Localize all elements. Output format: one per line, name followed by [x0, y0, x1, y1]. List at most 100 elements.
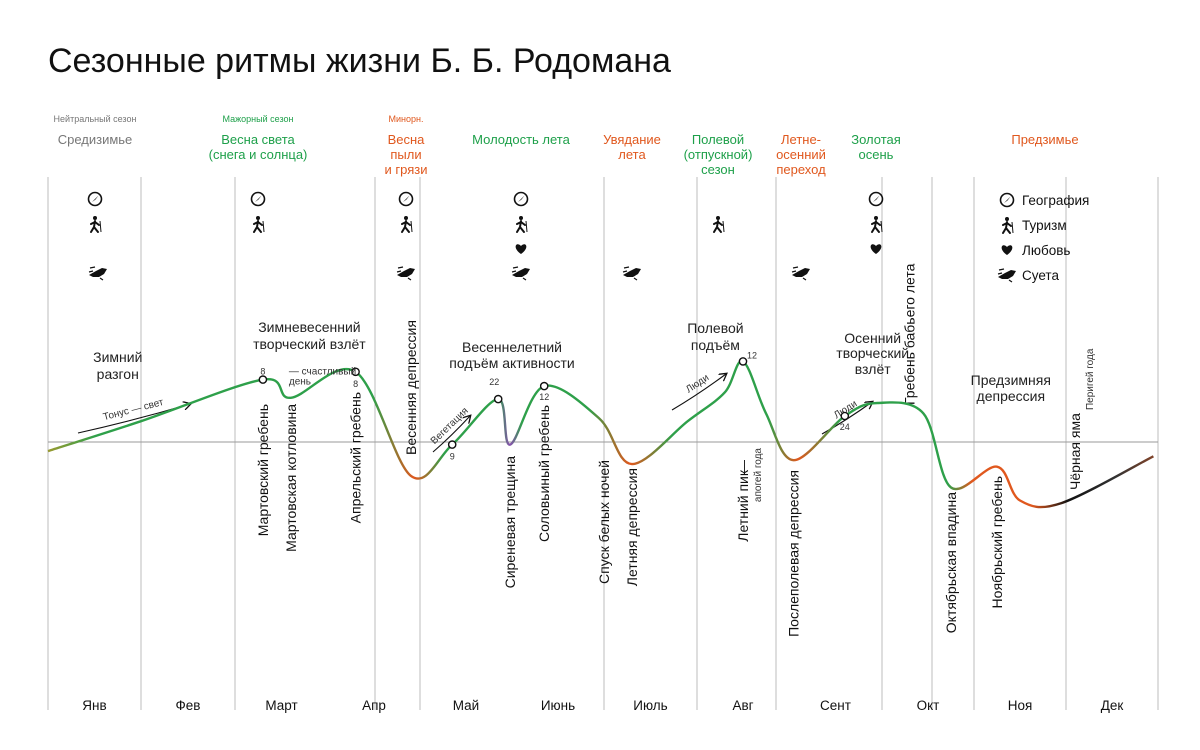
grid [47, 177, 1159, 710]
month-label: Июнь [541, 698, 575, 713]
vertical-label: Послеполевая депрессия [786, 470, 802, 637]
legend-label: География [1022, 193, 1089, 208]
phase-label: творческий [836, 345, 909, 361]
fuss-icon [791, 266, 810, 281]
date-marker [539, 381, 549, 391]
legend-label: Любовь [1022, 243, 1070, 258]
vertical-label: Апрельский гребень [348, 392, 364, 523]
tonus-curve [47, 360, 1154, 509]
vertical-label: Летняя депрессия [624, 468, 640, 586]
season-name: пыли [390, 147, 421, 162]
legend-label: Туризм [1022, 218, 1067, 233]
date-label: 8 [353, 379, 358, 389]
vertical-label: Летний пик [735, 469, 751, 542]
arrow-label: Люди [684, 372, 711, 395]
activity-icons [87, 191, 884, 281]
season-type: Минорн. [389, 114, 424, 124]
compass-icon [513, 191, 529, 207]
vertical-label: Сиреневая трещина [502, 456, 518, 589]
compass-icon [999, 192, 1015, 208]
phase-label: Полевой [687, 320, 743, 336]
phase-label: Зимневесенний [258, 319, 360, 335]
vertical-label: Октябрьская впадина [943, 492, 959, 633]
season-name: осень [859, 147, 894, 162]
date-marker [351, 367, 360, 377]
phase-label: Осенний [844, 330, 901, 346]
season-name: Молодость лета [472, 132, 570, 147]
date-marker [447, 440, 457, 449]
date-label: 9 [450, 452, 455, 462]
season-name: лета [618, 147, 646, 162]
date-label: 12 [539, 392, 549, 402]
fuss-icon [622, 266, 641, 281]
season-type: Мажорный сезон [223, 114, 294, 124]
hiker-icon [871, 216, 883, 233]
separator-dash: — [735, 460, 751, 474]
season-name: Увядание [603, 132, 661, 147]
season-name: (отпускной) [684, 147, 753, 162]
hiker-icon [516, 216, 528, 233]
month-label: Фев [176, 698, 201, 713]
date-marker [738, 357, 748, 366]
season-name: Золотая [851, 132, 901, 147]
vertical-label: Соловьиный гребень [536, 405, 552, 542]
hiker-icon [1002, 217, 1014, 234]
fuss-icon [997, 268, 1016, 283]
date-marker [493, 394, 503, 404]
compass-icon [868, 191, 884, 207]
season-name: Весна света [221, 132, 295, 147]
season-name: Полевой [692, 132, 744, 147]
hiker-icon [713, 216, 725, 233]
fuss-icon [511, 266, 530, 281]
fuss-icon [396, 266, 415, 281]
season-name: Весна [388, 132, 426, 147]
date-label: 22 [489, 377, 499, 387]
small-vertical-label: Перигей года [1085, 348, 1096, 410]
heart-icon [870, 244, 882, 254]
compass-icon [398, 191, 414, 207]
phase-label: подъём активности [449, 355, 574, 371]
phase-label: разгон [97, 366, 139, 382]
season-name: осенний [776, 147, 826, 162]
phase-label: подъём [691, 337, 740, 353]
small-vertical-label: апогей года [753, 448, 764, 502]
trend-arrow [432, 416, 470, 453]
month-label: Ноя [1008, 698, 1033, 713]
phase-label: творческий взлёт [253, 336, 366, 352]
happy-day-label: — счастливый [289, 367, 356, 378]
heart-icon [1001, 245, 1013, 255]
hiker-icon [253, 216, 265, 233]
vertical-label: Ноябрьский гребень [989, 476, 1005, 608]
vertical-label: Гребень бабьего лета [902, 263, 918, 405]
page-title: Сезонные ритмы жизни Б. Б. Родомана [48, 42, 671, 80]
season-name: Летне- [781, 132, 821, 147]
date-label: 8 [260, 367, 265, 377]
month-label: Май [453, 698, 479, 713]
date-label: 12 [747, 350, 757, 360]
season-name: (снега и солнца) [209, 147, 308, 162]
month-label: Сент [820, 698, 851, 713]
phase-label: Предзимняя [971, 372, 1051, 388]
date-marker [840, 411, 850, 421]
phase-label: взлёт [855, 361, 891, 377]
month-label: Дек [1101, 698, 1124, 713]
season-name: и грязи [385, 162, 428, 177]
season-name: Средизимье [58, 132, 133, 147]
hiker-icon [401, 216, 413, 233]
date-label: 24 [840, 422, 850, 432]
date-marker [258, 375, 268, 384]
season-headers: Нейтральный сезон Средизимье Мажорный сезо… [54, 114, 1079, 177]
vertical-label: Мартовская котловина [283, 404, 299, 552]
phase-label: Весеннелетний [462, 339, 562, 355]
vertical-label: Спуск белых ночей [596, 460, 612, 584]
month-label: Окт [917, 698, 940, 713]
month-labels: Янв Фев Март Апр Май Июнь Июль Авг Сент Окт Ноя Дек [82, 698, 1123, 713]
hiker-icon [90, 216, 102, 233]
compass-icon [87, 191, 103, 207]
arrow-label: Вегетация [429, 406, 471, 447]
vertical-label: Весенняя депрессия [403, 320, 419, 455]
month-label: Авг [732, 698, 753, 713]
phase-label: Зимний [93, 349, 142, 365]
